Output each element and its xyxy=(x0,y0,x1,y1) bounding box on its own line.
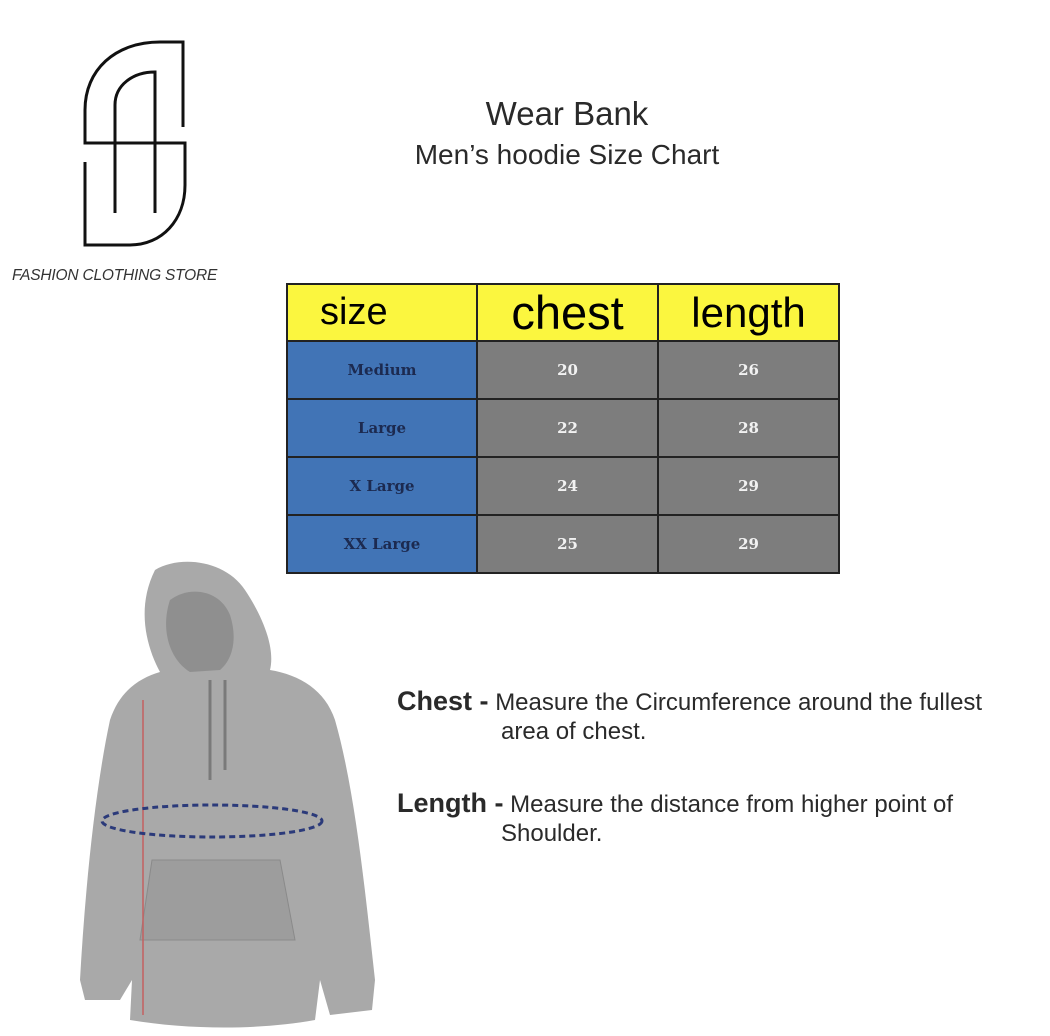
table-row: Large 22 28 xyxy=(286,398,840,458)
chest-measure-ellipse xyxy=(100,803,324,839)
header-size: size xyxy=(286,283,478,342)
hoodie-body xyxy=(80,561,375,1028)
brand-name: FASHION CLOTHING STORE xyxy=(12,267,218,284)
length-cell: 26 xyxy=(657,340,840,400)
hoodie-illustration xyxy=(80,561,375,1028)
table-row: X Large 24 29 xyxy=(286,456,840,516)
size-cell: X Large xyxy=(286,456,478,516)
chest-term: Chest - xyxy=(397,686,489,716)
brand-logo xyxy=(83,40,187,247)
length-line2: Shoulder. xyxy=(501,820,603,847)
header-chest: chest xyxy=(476,283,659,342)
size-cell: XX Large xyxy=(286,514,478,574)
length-term: Length - xyxy=(397,788,504,818)
table-header-row: size chest length xyxy=(286,283,840,342)
length-cell: 29 xyxy=(657,456,840,516)
chest-cell: 25 xyxy=(476,514,659,574)
chest-instruction: Chest - Measure the Circumference around… xyxy=(397,686,983,745)
length-cell: 29 xyxy=(657,514,840,574)
size-cell: Large xyxy=(286,398,478,458)
page-title: Wear Bank xyxy=(485,95,649,132)
chest-cell: 20 xyxy=(476,340,659,400)
chest-cell: 22 xyxy=(476,398,659,458)
header-length: length xyxy=(657,283,840,342)
table-row: Medium 20 26 xyxy=(286,340,840,400)
table-row: XX Large 25 29 xyxy=(286,514,840,574)
length-instruction: Length - Measure the distance from highe… xyxy=(397,788,954,847)
page-subtitle: Men’s hoodie Size Chart xyxy=(414,139,720,170)
length-line1: Measure the distance from higher point o… xyxy=(510,791,954,818)
length-cell: 28 xyxy=(657,398,840,458)
chest-line2: area of chest. xyxy=(501,718,647,745)
chest-line1: Measure the Circumference around the ful… xyxy=(495,689,983,716)
chest-cell: 24 xyxy=(476,456,659,516)
size-chart-table: size chest length Medium 20 26 Large 22 … xyxy=(286,283,840,574)
size-cell: Medium xyxy=(286,340,478,400)
